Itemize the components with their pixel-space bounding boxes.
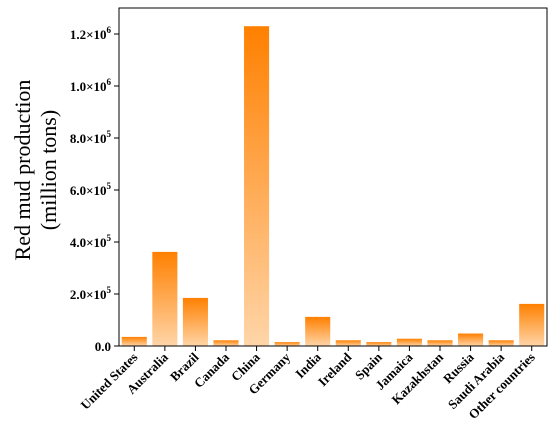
y-tick-label: 0.0 xyxy=(95,339,111,354)
y-ticks-group: 0.0 2.0×105 4.0×105 6.0×105 8.0×105 1.0×106 1.… xyxy=(70,25,119,354)
y-tick-label: 2.0×105 xyxy=(70,285,112,302)
bar-china xyxy=(244,26,270,346)
bar-germany xyxy=(274,342,300,346)
y-tick-label: 6.0×105 xyxy=(70,181,112,198)
bar-united-states xyxy=(121,336,147,346)
bar-other-countries xyxy=(519,303,545,346)
bar-australia xyxy=(152,251,178,346)
bar-canada xyxy=(213,340,239,346)
y-axis-title-line2: (million tons) xyxy=(36,110,61,230)
bar-brazil xyxy=(182,297,208,346)
bar-saudi-arabia xyxy=(488,340,514,346)
x-tick-label: Ireland xyxy=(315,349,355,389)
y-tick-label: 4.0×105 xyxy=(70,233,112,250)
y-tick-label: 1.2×106 xyxy=(70,25,112,42)
y-axis-title-line1: Red mud production xyxy=(10,80,35,261)
bar-spain xyxy=(366,342,392,346)
y-tick-label: 1.0×106 xyxy=(70,77,112,94)
bar-ireland xyxy=(335,340,361,346)
bar-jamaica xyxy=(396,338,422,346)
bar-kazakhstan xyxy=(427,340,453,346)
x-ticks-group: United StatesAustraliaBrazilCanadaChinaG… xyxy=(77,346,538,422)
bar-india xyxy=(305,316,331,346)
y-tick-label: 8.0×105 xyxy=(70,129,112,146)
bars-group xyxy=(121,26,545,346)
x-tick-label: Canada xyxy=(191,349,233,391)
plot-frame xyxy=(118,7,548,347)
bar-russia xyxy=(458,333,484,346)
